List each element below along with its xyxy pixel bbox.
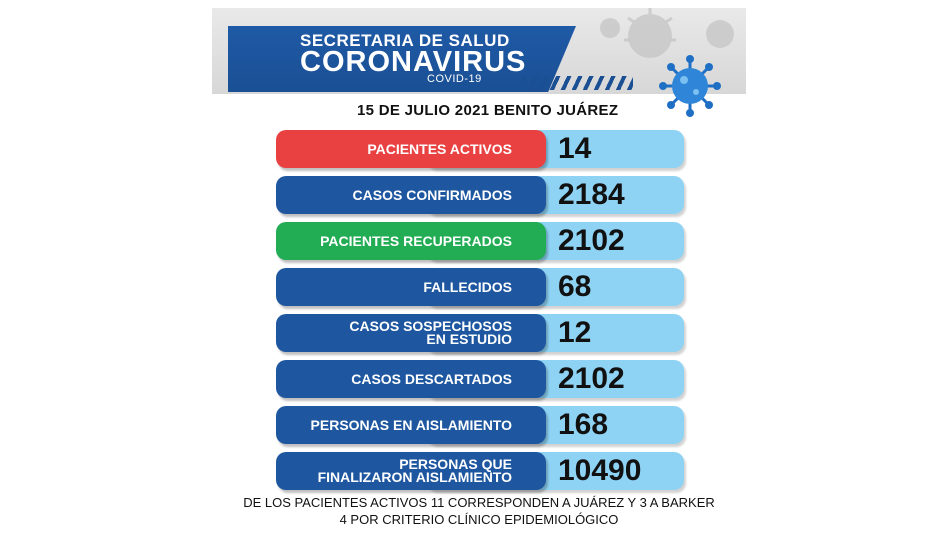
stat-value: 2184 [558, 178, 625, 211]
footer-note: DE LOS PACIENTES ACTIVOS 11 CORRESPONDEN… [212, 494, 746, 528]
stat-label-pill: CASOS DESCARTADOS [276, 360, 546, 398]
stat-value: 2102 [558, 224, 625, 257]
stat-value: 2102 [558, 362, 625, 395]
stat-row: PACIENTES RECUPERADOS 2102 [276, 222, 686, 260]
stat-row: PACIENTES ACTIVOS 14 [276, 130, 686, 168]
date-location-line: 15 DE JULIO 2021 BENITO JUÁREZ [357, 102, 619, 119]
stat-label: CASOS CONFIRMADOS [352, 186, 512, 203]
stat-label-pill: FALLECIDOS [276, 268, 546, 306]
stat-value: 10490 [558, 454, 642, 487]
stat-label-pill: PERSONAS QUE FINALIZARON AISLAMIENTO [276, 452, 546, 490]
stat-value: 14 [558, 132, 592, 165]
stat-label: PACIENTES RECUPERADOS [320, 232, 512, 249]
stat-label: PERSONAS QUE FINALIZARON AISLAMIENTO [317, 456, 512, 485]
stat-value: 68 [558, 270, 592, 303]
header-title-banner [228, 26, 576, 92]
stat-value: 12 [558, 316, 592, 349]
header-subtitle: SECRETARIA DE SALUD [300, 31, 510, 50]
stat-value: 168 [558, 408, 609, 441]
stat-row: PERSONAS EN AISLAMIENTO 168 [276, 406, 686, 444]
stat-label: PACIENTES ACTIVOS [367, 140, 512, 157]
stat-row: CASOS DESCARTADOS 2102 [276, 360, 686, 398]
footer-line-2: 4 POR CRITERIO CLÍNICO EPIDEMIOLÓGICO [339, 512, 619, 527]
header-stripes [523, 76, 633, 90]
stat-row: CASOS CONFIRMADOS 2184 [276, 176, 686, 214]
header-title: CORONAVIRUS [300, 46, 527, 78]
virus-icon [600, 8, 734, 117]
stat-label-pill: PERSONAS EN AISLAMIENTO [276, 406, 546, 444]
stat-label-pill: PACIENTES RECUPERADOS [276, 222, 546, 260]
header-tag: COVID-19 [427, 73, 482, 85]
stat-row: PERSONAS QUE FINALIZARON AISLAMIENTO 1049… [276, 452, 686, 490]
footer-line-1: DE LOS PACIENTES ACTIVOS 11 CORRESPONDEN… [243, 495, 715, 510]
stat-row: CASOS SOSPECHOSOS EN ESTUDIO 12 [276, 314, 686, 352]
stat-label: CASOS DESCARTADOS [351, 370, 512, 387]
stat-label-pill: PACIENTES ACTIVOS [276, 130, 546, 168]
stat-row: FALLECIDOS 68 [276, 268, 686, 306]
stat-label: PERSONAS EN AISLAMIENTO [310, 416, 512, 433]
stat-label: CASOS SOSPECHOSOS EN ESTUDIO [349, 318, 512, 347]
stat-label-pill: CASOS CONFIRMADOS [276, 176, 546, 214]
stat-label-pill: CASOS SOSPECHOSOS EN ESTUDIO [276, 314, 546, 352]
stat-label: FALLECIDOS [423, 278, 512, 295]
